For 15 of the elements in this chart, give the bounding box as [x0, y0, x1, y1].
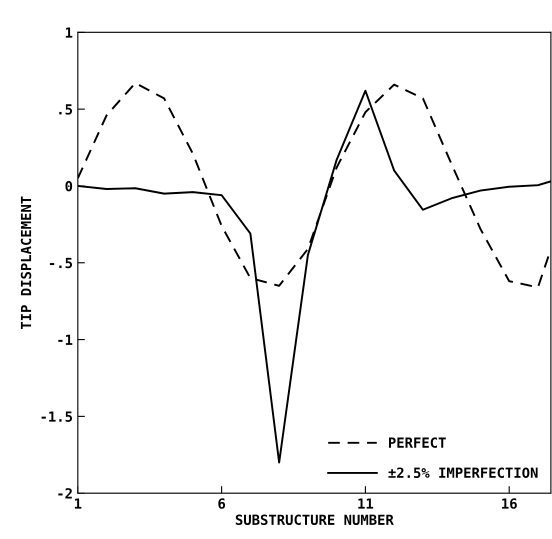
- y-tick-label: -.5: [50, 258, 72, 268]
- y-tick-label: 0: [65, 180, 72, 192]
- x-tick-label: 16: [502, 498, 517, 509]
- x-tick-label: 11: [358, 498, 374, 509]
- y-tick-label: -1: [58, 334, 72, 345]
- y-tick-label: -2: [58, 488, 72, 498]
- y-tick-label: 1: [66, 27, 72, 38]
- y-tick-label: .5: [59, 104, 72, 115]
- legend-label: ±2.5% IMPERFECTION: [388, 467, 538, 478]
- x-tick-label: 1: [74, 498, 82, 509]
- y-tick-label: -1.5: [42, 412, 72, 422]
- y-axis-title: TIP DISPLACEMENT: [20, 196, 32, 330]
- x-axis-title: SUBSTRUCTURE NUMBER: [236, 514, 394, 526]
- x-tick-label: 6: [218, 498, 226, 509]
- legend-label: PERFECT: [388, 437, 446, 448]
